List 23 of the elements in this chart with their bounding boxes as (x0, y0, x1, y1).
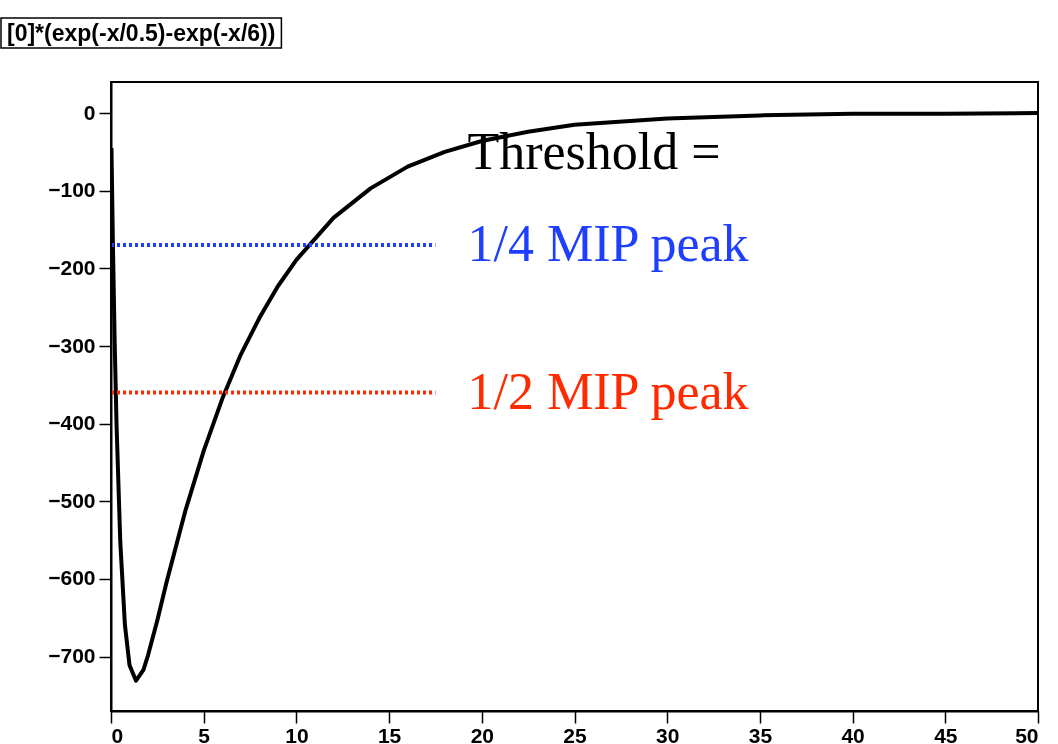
x-tick-label: 20 (470, 723, 494, 744)
series-label: 1/4 MIP peak (467, 215, 749, 273)
x-tick-label: 5 (198, 723, 211, 744)
x-tick-label: 35 (748, 723, 773, 744)
x-tick-label: 0 (111, 723, 124, 744)
y-tick-label: −600 (48, 566, 96, 590)
y-tick-label: −400 (48, 411, 96, 435)
x-tick-label: 45 (934, 723, 958, 744)
y-tick-label: −300 (48, 333, 96, 357)
y-tick-label: −700 (48, 644, 96, 668)
x-tick-label: 50 (1015, 723, 1039, 744)
series-label: 1/2 MIP peak (467, 362, 749, 420)
x-tick-label: 30 (656, 723, 680, 744)
x-tick-label: 40 (841, 723, 865, 744)
x-tick-label: 15 (377, 723, 402, 744)
x-tick-label: 10 (285, 723, 309, 744)
annotation: Threshold = (467, 123, 721, 181)
x-tick-label: 25 (563, 723, 587, 744)
y-tick-label: −500 (48, 488, 96, 512)
chart-title: [0]*(exp(-x/0.5)-exp(-x/6)) (7, 20, 276, 46)
y-tick-label: 0 (83, 100, 96, 124)
y-tick-label: −100 (48, 178, 96, 202)
y-tick-label: −200 (48, 255, 96, 279)
